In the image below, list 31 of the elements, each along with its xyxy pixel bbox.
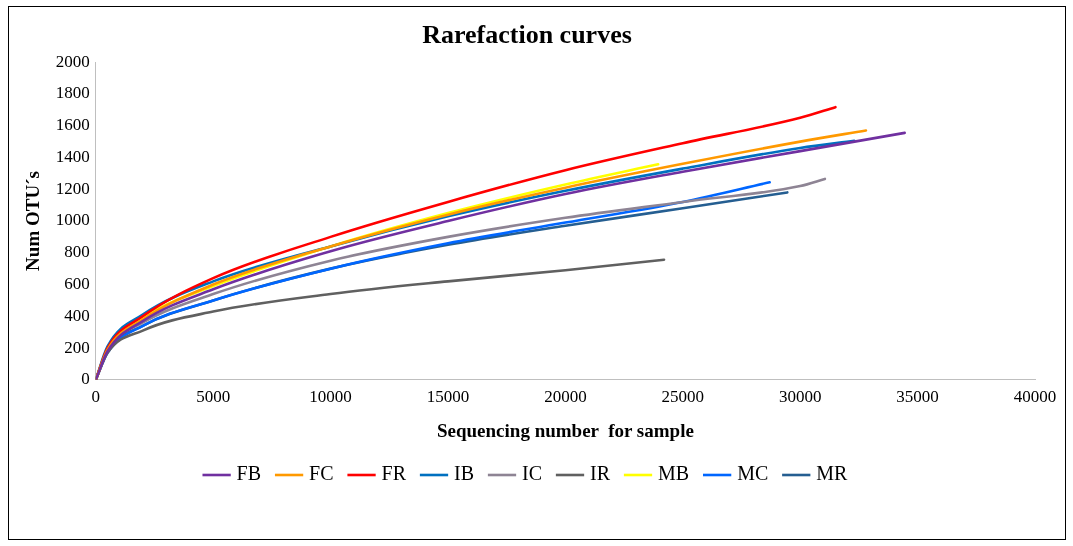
x-tick-label: 35000 — [896, 387, 939, 407]
y-tick-label: 1600 — [55, 115, 90, 135]
x-tick-label: 25000 — [661, 387, 705, 407]
x-axis-title: Sequencing number for sample — [436, 419, 694, 441]
y-axis-title: Num OTU´s — [22, 171, 44, 271]
x-tick-label: 40000 — [1013, 387, 1057, 407]
x-tick-label: 30000 — [778, 387, 822, 407]
x-tick-label: 20000 — [544, 387, 587, 407]
y-tick-label: 0 — [81, 369, 90, 389]
legend-label: FB — [236, 462, 262, 485]
legend-label: IB — [454, 462, 475, 485]
y-tick-label: 1000 — [55, 210, 90, 230]
chart-title: Rarefaction curves — [422, 20, 632, 50]
y-tick-label: 1800 — [55, 83, 90, 103]
y-tick-label: 1400 — [55, 146, 90, 166]
y-tick-label: 200 — [64, 337, 90, 357]
y-tick-label: 1200 — [55, 178, 90, 198]
legend-label: MC — [737, 462, 769, 485]
y-tick-label: 600 — [64, 273, 90, 293]
x-tick-label: 5000 — [196, 387, 231, 407]
legend-label: MB — [658, 462, 690, 485]
y-tick-label: 2000 — [55, 51, 90, 71]
legend-label: IC — [522, 462, 543, 485]
legend-label: IR — [590, 462, 611, 485]
y-tick-label: 800 — [64, 242, 90, 262]
legend-label: MR — [816, 462, 849, 485]
x-tick-label: 10000 — [309, 387, 352, 407]
x-tick-label: 15000 — [426, 387, 470, 407]
legend-label: FC — [309, 462, 334, 485]
y-tick-label: 400 — [64, 305, 90, 325]
legend-label: FR — [381, 462, 407, 485]
